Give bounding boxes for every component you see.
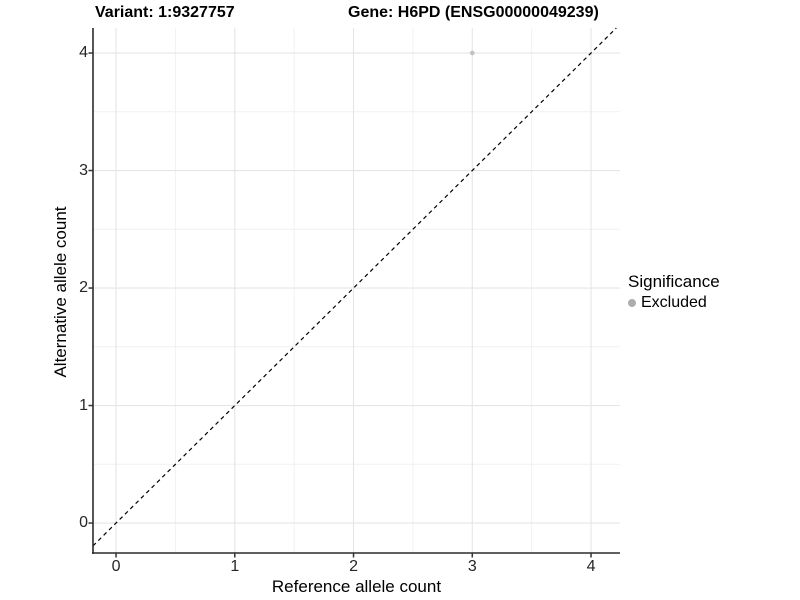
y-tick-label: 2: [79, 279, 88, 297]
x-tick-label: 2: [349, 558, 358, 575]
y-tick-label: 0: [79, 514, 88, 532]
gene-title: Gene: H6PD (ENSG00000049239): [348, 4, 599, 21]
x-axis-title: Reference allele count: [271, 577, 442, 596]
x-tick-label: 4: [586, 558, 596, 575]
y-tick-label: 4: [79, 44, 88, 62]
identity-dashed-line: [92, 27, 617, 547]
y-tick-label: 3: [79, 161, 88, 179]
x-tick-label: 3: [467, 558, 477, 575]
x-tick-label: 0: [111, 558, 121, 575]
legend: Significance Excluded: [628, 271, 720, 312]
legend-item-label: Excluded: [641, 294, 707, 311]
y-tick-label: 1: [79, 396, 88, 414]
variant-title: Variant: 1:9327757: [95, 4, 235, 21]
legend-marker-dot-icon: [628, 298, 636, 307]
legend-title: Significance: [628, 272, 720, 291]
data-point: [469, 50, 475, 56]
x-tick-label: 1: [230, 558, 240, 575]
legend-item-excluded: Excluded: [628, 293, 720, 312]
